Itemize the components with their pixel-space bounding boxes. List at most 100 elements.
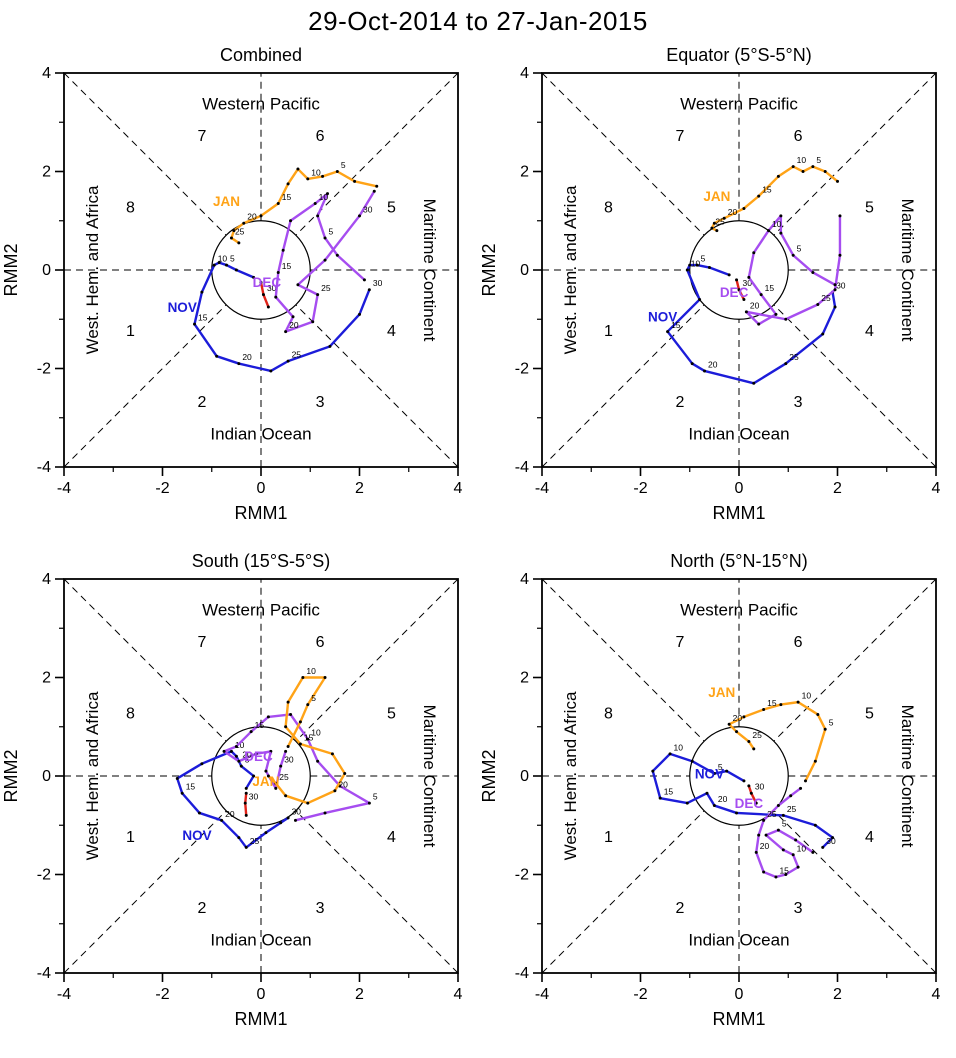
- x-tick-label: -4: [57, 986, 71, 1003]
- day-marker: [316, 214, 320, 218]
- day-marker: [323, 676, 327, 679]
- day-marker: [335, 253, 339, 257]
- day-marker: [791, 853, 795, 857]
- day-marker: [239, 764, 243, 768]
- phase-guide-line: [541, 578, 705, 742]
- day-marker: [754, 850, 758, 854]
- day-marker: [358, 214, 361, 218]
- day-marker: [249, 730, 253, 734]
- y-tick-label: -2: [515, 867, 529, 884]
- x-tick-label: 4: [454, 986, 463, 1003]
- day-label: 15: [186, 782, 196, 792]
- day-marker: [266, 305, 270, 309]
- month-label-jan: JAN: [708, 685, 735, 700]
- day-label: 30: [284, 755, 294, 765]
- day-marker: [722, 216, 726, 220]
- day-marker: [823, 170, 827, 173]
- region-label-west-hem-africa: West. Hem. and Africa: [83, 691, 102, 860]
- month-label-nov: NOV: [168, 300, 197, 315]
- unit-circle: [689, 726, 789, 826]
- day-marker: [289, 219, 293, 223]
- day-marker: [175, 776, 179, 780]
- day-marker: [252, 275, 256, 279]
- phase-guide-line: [295, 578, 459, 742]
- y-tick-label: 4: [520, 65, 529, 82]
- day-label: 10: [306, 666, 316, 676]
- day-marker: [237, 362, 241, 366]
- day-marker: [813, 823, 817, 827]
- day-label: 20: [242, 750, 252, 760]
- day-marker: [274, 781, 278, 785]
- day-marker: [284, 725, 288, 729]
- day-label: 15: [671, 320, 681, 330]
- day-marker: [796, 700, 800, 704]
- day-marker: [752, 251, 756, 255]
- day-label: 20: [728, 207, 738, 217]
- phase-guide-line: [541, 810, 705, 974]
- phase-number-label: 5: [387, 706, 396, 723]
- day-marker: [353, 179, 357, 183]
- day-marker: [234, 744, 238, 748]
- day-marker: [833, 305, 837, 309]
- phase-guide-line: [295, 304, 459, 468]
- y-axis-label: RMM2: [479, 244, 499, 297]
- day-marker: [831, 836, 835, 840]
- phase-number-label: 3: [316, 900, 325, 917]
- day-marker: [289, 712, 293, 716]
- y-tick-label: 0: [520, 768, 529, 785]
- phase-number-label: 1: [126, 323, 135, 340]
- day-marker: [735, 278, 739, 282]
- day-label: 15: [779, 865, 789, 875]
- x-tick-label: -2: [633, 480, 647, 497]
- x-tick-label: 2: [833, 986, 842, 1003]
- day-marker: [229, 749, 233, 753]
- phase-number-label: 2: [197, 900, 206, 917]
- day-marker: [742, 715, 746, 719]
- x-tick-label: -2: [633, 986, 647, 1003]
- day-marker: [794, 838, 798, 842]
- day-marker: [811, 850, 815, 854]
- day-label: 5: [329, 226, 334, 236]
- panel-equator: 1 2 3 4 5 6 7 8 Western Pacific Indian Ocean Marit…: [478, 39, 956, 537]
- unit-circle: [689, 220, 789, 320]
- phase-guide-line: [63, 304, 227, 468]
- day-marker: [316, 293, 320, 297]
- day-marker: [243, 801, 247, 805]
- day-marker: [747, 784, 751, 788]
- day-marker: [323, 236, 327, 240]
- day-marker: [710, 226, 714, 230]
- day-label: 10: [311, 728, 321, 738]
- page-title: 29-Oct-2014 to 27-Jan-2015: [308, 6, 648, 36]
- x-tick-label: 2: [355, 986, 364, 1003]
- day-marker: [776, 804, 780, 808]
- phase-space-plot: 1 2 3 4 5 6 7 8 Western Pacific Indian Ocean Marit…: [1, 45, 463, 523]
- day-marker: [264, 831, 268, 835]
- day-label: 30: [836, 281, 846, 291]
- phase-guide-line: [63, 72, 227, 236]
- day-marker: [261, 293, 265, 297]
- day-label: 15: [765, 283, 775, 293]
- phase-number-label: 1: [126, 829, 135, 846]
- day-marker: [752, 381, 756, 385]
- y-tick-label: -2: [37, 361, 51, 378]
- day-marker: [286, 700, 290, 704]
- day-marker: [286, 359, 290, 363]
- y-tick-label: 4: [520, 571, 529, 588]
- phase-number-label: 1: [604, 829, 613, 846]
- day-label: 10: [797, 843, 807, 853]
- day-marker: [306, 801, 310, 805]
- month-label-nov: NOV: [182, 828, 211, 843]
- day-label: 5: [341, 160, 346, 170]
- day-label: 20: [225, 809, 235, 819]
- day-label: 20: [718, 794, 728, 804]
- day-marker: [306, 177, 310, 181]
- day-marker: [200, 762, 204, 766]
- phase-guide-line: [773, 72, 937, 236]
- y-tick-label: 0: [520, 262, 529, 279]
- day-marker: [362, 278, 366, 282]
- day-marker: [779, 231, 783, 235]
- day-marker: [301, 676, 305, 679]
- panel-north: 1 2 3 4 5 6 7 8 Western Pacific Indian Ocean Marit…: [478, 545, 956, 1043]
- day-marker: [781, 848, 785, 852]
- day-label: 5: [373, 792, 378, 802]
